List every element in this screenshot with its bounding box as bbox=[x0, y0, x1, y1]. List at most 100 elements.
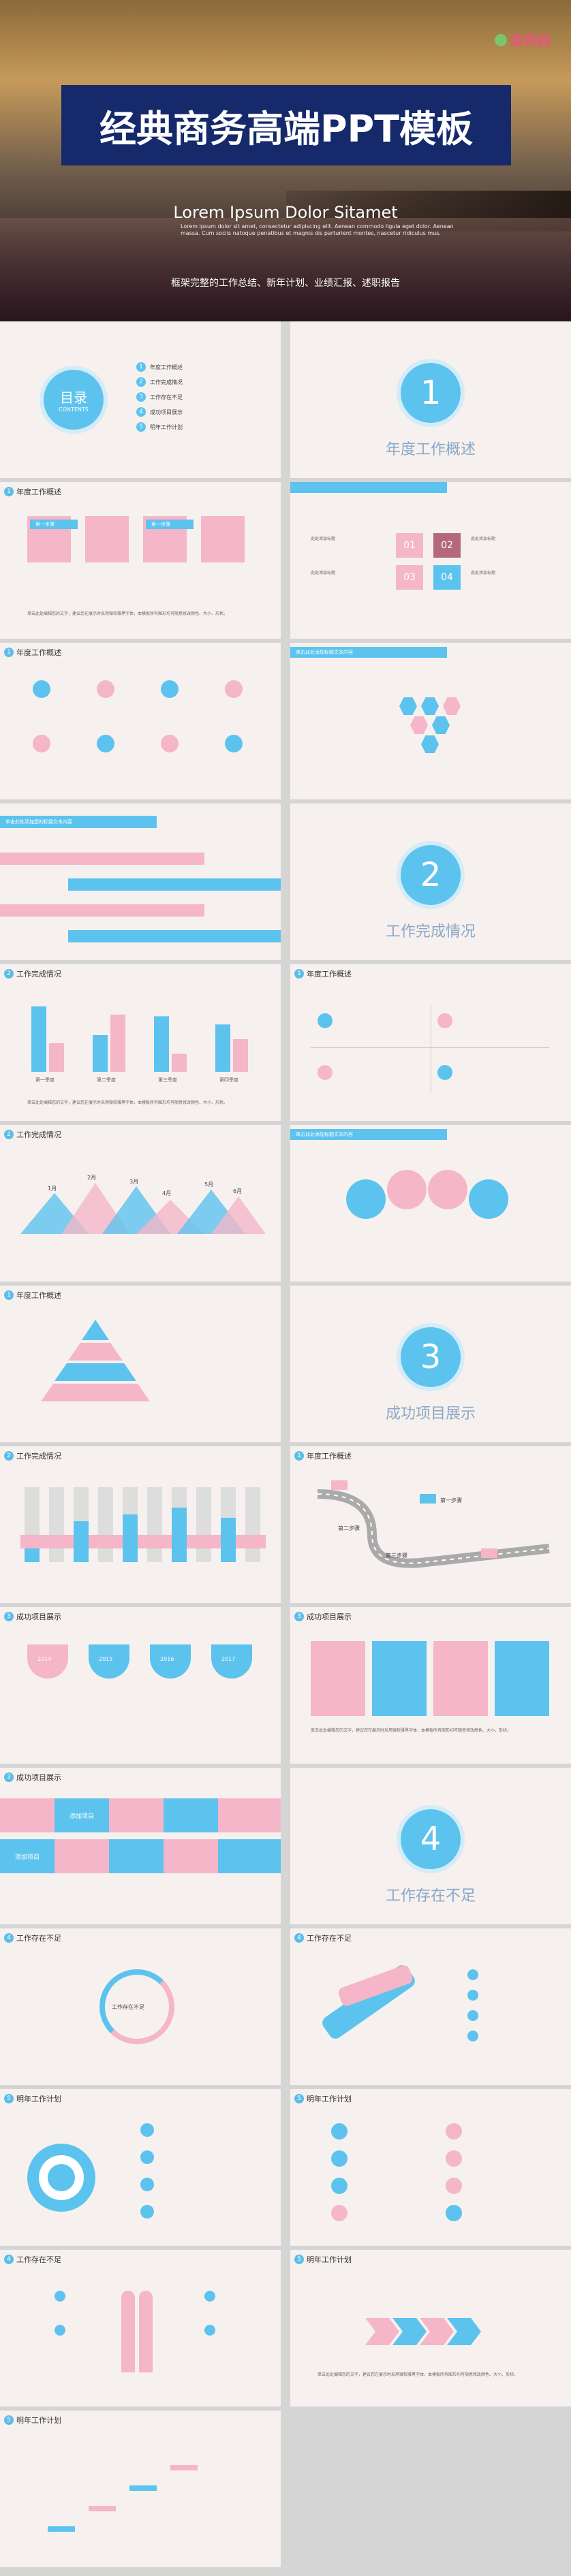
slide-header: 5 明年工作计划 bbox=[294, 2254, 352, 2265]
list-icon bbox=[446, 2123, 462, 2140]
header-text: 年度工作概述 bbox=[307, 1452, 352, 1461]
feature-icon bbox=[161, 680, 179, 698]
trophy-icon bbox=[150, 1644, 191, 1679]
toc-item[interactable]: 2 工作完成情况 bbox=[136, 377, 183, 387]
step-banner: 第一步骤 bbox=[146, 520, 194, 529]
list-icon bbox=[140, 2123, 154, 2137]
feature-icon bbox=[33, 680, 50, 698]
item-text: 此处添加标题 bbox=[311, 571, 336, 575]
stair-step bbox=[129, 2485, 157, 2491]
section-number: 3 bbox=[397, 1323, 465, 1391]
map-pin bbox=[387, 1170, 427, 1209]
header-text: 明年工作计划 bbox=[307, 2095, 352, 2103]
mosaic-tile bbox=[55, 1839, 109, 1873]
header-text: 年度工作概述 bbox=[16, 648, 61, 657]
slide-header: 1 年度工作概述 bbox=[294, 1450, 352, 1461]
pyramid bbox=[41, 1320, 150, 1401]
map-pin bbox=[346, 1179, 386, 1219]
toc-item[interactable]: 5 明年工作计划 bbox=[136, 422, 183, 432]
trophy-icon bbox=[27, 1644, 68, 1679]
hexagon-slide: 单击此处添加标题文本内容 bbox=[290, 643, 571, 799]
quad-icon bbox=[318, 1013, 333, 1028]
cover-desc: 框架完整的工作总结、新年计划、业绩汇报、述职报告 bbox=[171, 278, 400, 289]
people-figure bbox=[139, 2291, 153, 2372]
list-icon bbox=[140, 2178, 154, 2191]
month-label: 3月 bbox=[129, 1179, 139, 1185]
target-ring bbox=[39, 2155, 84, 2200]
pyramid-level bbox=[82, 1320, 109, 1340]
ring-slide: 4 工作存在不足 工作存在不足 bbox=[0, 1928, 281, 2085]
header-text: 明年工作计划 bbox=[16, 2416, 61, 2425]
section-3-slide: 3 成功项目展示 bbox=[290, 1286, 571, 1442]
paragraph: 单击此处编辑您的文字，建议您在展示时采用微软雅黑字体，本模板所有图形均可随意修改… bbox=[318, 2372, 519, 2377]
input-block bbox=[495, 1641, 549, 1716]
year-label: 2015 bbox=[99, 1656, 113, 1662]
banner bbox=[0, 904, 204, 917]
month-label: 1月 bbox=[48, 1186, 57, 1192]
section-number: 1 bbox=[397, 359, 465, 427]
list-icon bbox=[55, 2325, 65, 2336]
header-text: 年度工作概述 bbox=[16, 488, 61, 496]
x-tick-label: 第四季度 bbox=[219, 1077, 238, 1083]
input-block bbox=[433, 1641, 488, 1716]
slide-header: 3 成功项目展示 bbox=[294, 1611, 352, 1622]
toc-item[interactable]: 1 年度工作概述 bbox=[136, 362, 183, 372]
chevron bbox=[365, 2318, 399, 2345]
flag bbox=[481, 1548, 497, 1558]
list-icon bbox=[446, 2150, 462, 2167]
list-icon bbox=[331, 2123, 348, 2140]
list-icon bbox=[55, 2291, 65, 2302]
section-title: 成功项目展示 bbox=[385, 1405, 476, 1422]
trophy-icon bbox=[211, 1644, 252, 1679]
progress-column bbox=[98, 1487, 113, 1562]
toc-label: 工作完成情况 bbox=[150, 379, 183, 385]
list-icon bbox=[204, 2291, 215, 2302]
progress-column bbox=[49, 1487, 64, 1562]
slide-header: 3 成功项目展示 bbox=[4, 1611, 61, 1622]
stairs-slide: 5 明年工作计划 bbox=[0, 2411, 281, 2567]
cover-title: 经典商务高端PPT模板 bbox=[99, 107, 473, 150]
slide-header: 2 工作完成情况 bbox=[4, 1450, 61, 1461]
list-icon bbox=[467, 1990, 478, 2001]
toc-label: 成功项目展示 bbox=[150, 409, 183, 415]
x-tick-label: 第一季度 bbox=[35, 1077, 55, 1083]
arrows-slide: 5 明年工作计划 单击此处编辑您的文字，建议您在展示时采用微软雅黑字体，本模板所有… bbox=[290, 2250, 571, 2406]
toc-label: 明年工作计划 bbox=[150, 424, 183, 430]
list-icon bbox=[467, 2031, 478, 2041]
section-title: 工作完成情况 bbox=[385, 923, 476, 940]
list-icon bbox=[446, 2178, 462, 2194]
banners-slide: 单击此处添加您的标题文本内容 bbox=[0, 804, 281, 960]
slide-header: 1 年度工作概述 bbox=[4, 1290, 61, 1301]
target-slide: 5 明年工作计划 bbox=[0, 2089, 281, 2246]
bar bbox=[154, 1016, 169, 1072]
list-icon bbox=[446, 2205, 462, 2221]
toc-list: 1 年度工作概述 2 工作完成情况 3 工作存在不足 4 成功项目展示 5 明年工作计划 bbox=[136, 362, 183, 432]
item-text: 此处添加标题 bbox=[471, 537, 496, 541]
blocks-slide: 3 成功项目展示 单击此处编辑您的文字，建议您在展示时采用微软雅黑字体，本模板所有… bbox=[290, 1607, 571, 1764]
top-banner: 单击此处添加标题文本内容 bbox=[290, 1129, 447, 1140]
mountain-chart bbox=[20, 1183, 266, 1234]
header-text: 成功项目展示 bbox=[16, 1612, 61, 1621]
feature-icon bbox=[97, 735, 114, 752]
step-label: 第三步骤 bbox=[386, 1553, 407, 1559]
toc-item[interactable]: 3 工作存在不足 bbox=[136, 392, 183, 402]
hexagon bbox=[432, 716, 450, 734]
road-center bbox=[317, 1493, 550, 1564]
banner: 单击此处添加您的标题文本内容 bbox=[0, 816, 157, 828]
quad-icon bbox=[437, 1013, 452, 1028]
header-text: 工作存在不足 bbox=[16, 2255, 61, 2264]
header-text: 明年工作计划 bbox=[307, 2255, 352, 2264]
top-banner bbox=[290, 482, 447, 493]
hexagon bbox=[410, 716, 428, 734]
progress-fill bbox=[221, 1518, 236, 1562]
mosaic-slide: 3 成功项目展示 添加项目 添加项目 bbox=[0, 1768, 281, 1924]
keys-slide: 4 工作存在不足 bbox=[290, 1928, 571, 2085]
toc-item[interactable]: 4 成功项目展示 bbox=[136, 407, 183, 417]
numbered-slide: 01 02 03 04 此处添加标题 此处添加标题 此处添加标题 此处添加标题 bbox=[290, 482, 571, 639]
header-text: 工作完成情况 bbox=[16, 1130, 61, 1139]
quad-slide: 1 年度工作概述 bbox=[290, 964, 571, 1121]
logo: 演界网 bbox=[495, 30, 551, 50]
num-badge: 01 bbox=[396, 533, 423, 558]
pyramid-level bbox=[55, 1363, 136, 1381]
input-block bbox=[372, 1641, 427, 1716]
